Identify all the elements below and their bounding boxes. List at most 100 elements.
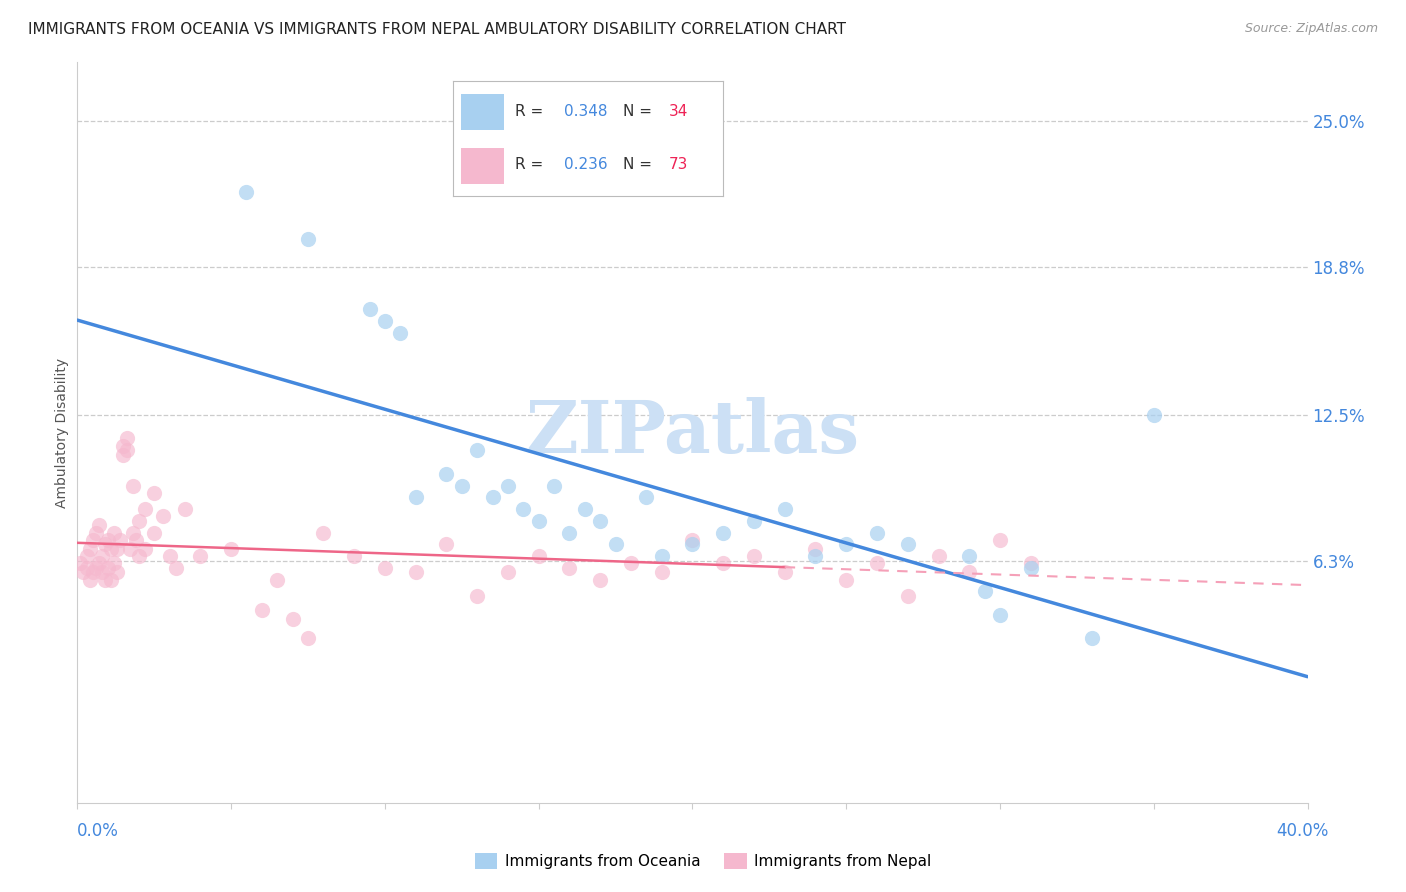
Point	[1019, 556, 1042, 570]
Point	[250, 603, 273, 617]
Point	[112, 438, 135, 452]
Point	[118, 541, 141, 556]
Point	[558, 561, 581, 575]
Point	[115, 443, 138, 458]
Point	[90, 549, 114, 563]
Point	[711, 525, 734, 540]
Point	[103, 556, 125, 570]
Point	[152, 509, 174, 524]
Point	[450, 478, 472, 492]
Text: ZIPatlas: ZIPatlas	[526, 397, 859, 468]
Point	[82, 533, 104, 547]
Point	[742, 549, 765, 563]
Text: 40.0%: 40.0%	[1277, 822, 1329, 839]
Point	[128, 514, 150, 528]
Point	[69, 556, 91, 570]
Legend: Immigrants from Oceania, Immigrants from Nepal: Immigrants from Oceania, Immigrants from…	[468, 847, 938, 875]
Point	[94, 573, 117, 587]
Point	[84, 561, 107, 575]
Point	[134, 541, 156, 556]
Point	[374, 561, 396, 575]
Point	[866, 556, 889, 570]
Point	[112, 448, 135, 462]
Point	[159, 549, 181, 563]
Point	[174, 502, 197, 516]
Point	[87, 518, 110, 533]
Point	[110, 533, 132, 547]
Point	[897, 537, 920, 551]
Point	[711, 556, 734, 570]
Point	[866, 525, 889, 540]
Point	[235, 185, 257, 199]
Point	[94, 537, 117, 551]
Point	[128, 549, 150, 563]
Point	[343, 549, 366, 563]
Point	[605, 537, 627, 551]
Point	[589, 573, 612, 587]
Point	[558, 525, 581, 540]
Point	[97, 533, 120, 547]
Point	[103, 525, 125, 540]
Point	[988, 607, 1011, 622]
Point	[957, 566, 980, 580]
Point	[589, 514, 612, 528]
Point	[87, 556, 110, 570]
Point	[312, 525, 335, 540]
Point	[620, 556, 643, 570]
Point	[465, 589, 488, 603]
Point	[389, 326, 412, 340]
Point	[125, 533, 148, 547]
Point	[527, 549, 550, 563]
Point	[835, 537, 858, 551]
Point	[281, 612, 304, 626]
Point	[219, 541, 242, 556]
Point	[90, 566, 114, 580]
Point	[436, 537, 458, 551]
Point	[105, 541, 128, 556]
Text: IMMIGRANTS FROM OCEANIA VS IMMIGRANTS FROM NEPAL AMBULATORY DISABILITY CORRELATI: IMMIGRANTS FROM OCEANIA VS IMMIGRANTS FR…	[28, 22, 846, 37]
Point	[297, 232, 319, 246]
Point	[512, 502, 534, 516]
Point	[988, 533, 1011, 547]
Point	[773, 502, 796, 516]
Point	[165, 561, 187, 575]
Point	[188, 549, 212, 563]
Point	[897, 589, 920, 603]
Point	[1143, 408, 1166, 422]
Point	[742, 514, 765, 528]
Point	[266, 573, 288, 587]
Point	[79, 541, 101, 556]
Point	[405, 490, 427, 504]
Text: Source: ZipAtlas.com: Source: ZipAtlas.com	[1244, 22, 1378, 36]
Point	[928, 549, 950, 563]
Point	[682, 537, 704, 551]
Point	[682, 533, 704, 547]
Point	[973, 584, 995, 599]
Point	[436, 467, 458, 481]
Point	[527, 514, 550, 528]
Point	[121, 478, 143, 492]
Point	[359, 302, 381, 317]
Point	[1081, 632, 1104, 646]
Point	[72, 566, 94, 580]
Point	[574, 502, 596, 516]
Point	[496, 478, 519, 492]
Point	[143, 525, 166, 540]
Point	[115, 432, 138, 446]
Point	[76, 549, 98, 563]
Point	[651, 566, 673, 580]
Point	[82, 566, 104, 580]
Point	[1019, 561, 1042, 575]
Point	[773, 566, 796, 580]
Point	[84, 525, 107, 540]
Point	[804, 541, 827, 556]
Text: 0.0%: 0.0%	[77, 822, 120, 839]
Point	[804, 549, 827, 563]
Point	[957, 549, 980, 563]
Point	[374, 314, 396, 328]
Point	[543, 478, 565, 492]
Point	[405, 566, 427, 580]
Point	[297, 632, 319, 646]
Point	[121, 525, 143, 540]
Point	[481, 490, 503, 504]
